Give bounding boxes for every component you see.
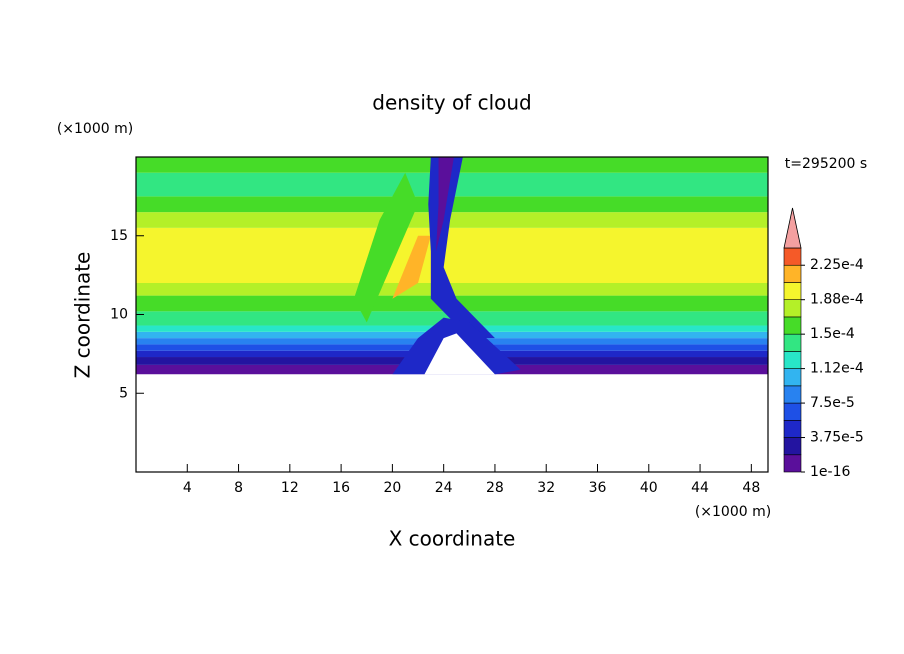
y-tick-label: 10: [110, 307, 128, 323]
colorbar-segment: [783, 264, 802, 283]
contour-band: [424, 333, 495, 375]
colorbar-segment: [783, 316, 802, 335]
y-tick-label: 5: [119, 385, 128, 401]
colorbar-segment: [783, 402, 802, 421]
colorbar-segment: [783, 247, 802, 266]
colorbar-extend: [783, 207, 802, 249]
y-tick-label: 15: [110, 228, 128, 244]
colorbar-tick-label: 1e-16: [810, 464, 850, 480]
contour-band: [435, 157, 454, 252]
contour-band: [353, 172, 419, 323]
colorbar-segment: [783, 299, 802, 318]
colorbar-segment: [783, 282, 802, 300]
colorbar-tick-label: 1.88e-4: [810, 292, 864, 308]
chart-title: density of cloud: [372, 91, 531, 115]
colorbar-tick-label: 7.5e-5: [810, 395, 855, 411]
colorbar-segment: [783, 368, 802, 387]
x-tick-label: 20: [383, 480, 401, 496]
contour-band: [136, 212, 768, 228]
x-tick-label: 12: [281, 480, 299, 496]
x-tick-label: 16: [332, 480, 350, 496]
contour-band: [392, 235, 431, 299]
colorbar-tick-label: 3.75e-5: [810, 430, 864, 446]
colorbar-tick-label: 2.25e-4: [810, 257, 864, 273]
x-unit: (×1000 m): [695, 504, 771, 520]
colorbar-segment: [783, 333, 802, 352]
time-label: t=295200 s: [785, 156, 867, 172]
y-axis-label: Z coordinate: [71, 252, 95, 379]
colorbar-segment: [783, 351, 802, 369]
contour-band: [136, 227, 768, 283]
colorbar-tick-label: 1.12e-4: [810, 361, 864, 377]
x-tick-label: 28: [486, 480, 504, 496]
x-tick-label: 24: [435, 480, 453, 496]
colorbar-segment: [783, 454, 802, 473]
x-tick-label: 44: [691, 480, 709, 496]
empty-region: [136, 374, 768, 472]
x-tick-label: 40: [640, 480, 658, 496]
x-tick-label: 4: [183, 480, 192, 496]
y-unit: (×1000 m): [57, 121, 133, 137]
colorbar-segment: [783, 385, 802, 404]
x-axis-label: X coordinate: [389, 527, 516, 551]
x-tick-label: 8: [234, 480, 243, 496]
x-tick-label: 32: [537, 480, 555, 496]
contour-field: [136, 157, 768, 472]
x-tick-label: 36: [589, 480, 607, 496]
colorbar-segment: [783, 437, 802, 456]
colorbar-tick-label: 1.5e-4: [810, 326, 855, 342]
x-tick-label: 48: [742, 480, 760, 496]
colorbar-segment: [783, 420, 802, 438]
